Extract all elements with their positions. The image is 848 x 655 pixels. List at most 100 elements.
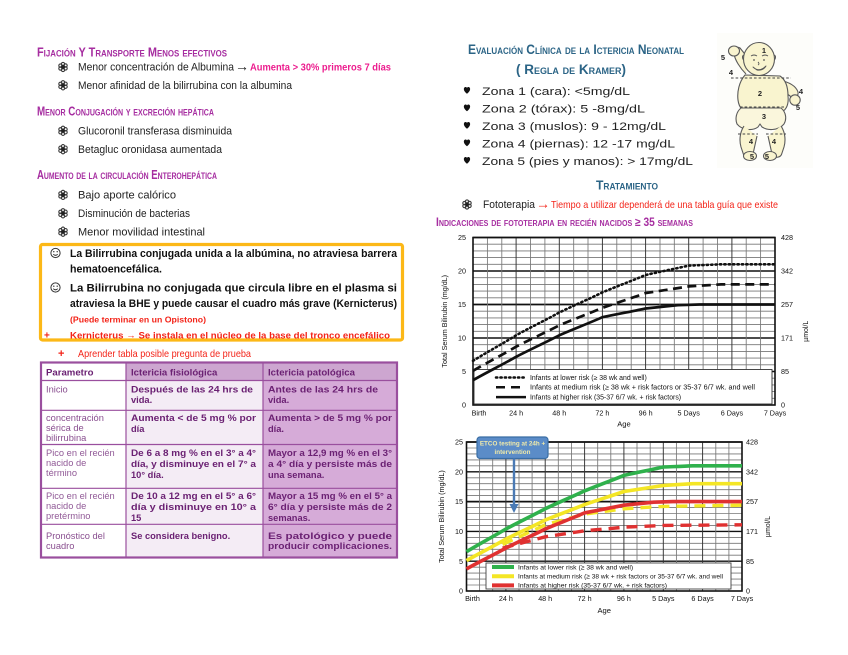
- svg-text:intervention: intervention: [494, 449, 530, 456]
- svg-text:25: 25: [455, 438, 463, 447]
- svg-text:( Regla de Kramer): ( Regla de Kramer): [516, 62, 626, 77]
- svg-text:Mayor a 12,9 mg % en el 3°: Mayor a 12,9 mg % en el 3°: [268, 448, 392, 458]
- svg-text:cuadro: cuadro: [46, 541, 74, 551]
- svg-text:Total Serum Bilirubin (mg/dL): Total Serum Bilirubin (mg/dL): [440, 275, 449, 368]
- svg-text:Kernicterus → Se instala en el: Kernicterus → Se instala en el núcleo de…: [70, 330, 390, 341]
- svg-text:15: 15: [131, 513, 141, 523]
- svg-text:72 h: 72 h: [578, 594, 592, 603]
- svg-text:24 h: 24 h: [499, 594, 513, 603]
- svg-text:ETCO testing at 24h +: ETCO testing at 24h +: [480, 441, 546, 448]
- svg-text:Aumenta < de 5 mg % por: Aumenta < de 5 mg % por: [131, 413, 256, 423]
- svg-text:171: 171: [781, 334, 793, 343]
- svg-text:Tratamiento: Tratamiento: [596, 177, 658, 192]
- svg-text:Ictericia fisiológica: Ictericia fisiológica: [131, 368, 218, 379]
- svg-text:24 h: 24 h: [509, 409, 523, 418]
- svg-text:Es patológico y puede: Es patológico y puede: [268, 531, 392, 541]
- svg-text:10° día.: 10° día.: [131, 470, 164, 480]
- svg-text:Age: Age: [617, 420, 631, 429]
- svg-text:Total Serum Bilirubin (mg/dL): Total Serum Bilirubin (mg/dL): [437, 470, 446, 563]
- svg-text:0: 0: [746, 587, 750, 596]
- svg-text:428: 428: [781, 233, 793, 242]
- svg-text:atraviesa la BHE y puede causa: atraviesa la BHE y puede causar el cuadr…: [70, 298, 397, 310]
- svg-text:342: 342: [781, 267, 793, 276]
- svg-text:una semana.: una semana.: [268, 470, 324, 480]
- svg-text:7 Days: 7 Days: [764, 409, 787, 418]
- svg-text:producir complicaciones.: producir complicaciones.: [268, 541, 392, 551]
- svg-text:Aumento de la circulación Ente: Aumento de la circulación Enterohepática: [37, 168, 217, 182]
- svg-text:vida.: vida.: [131, 395, 152, 405]
- svg-text:257: 257: [746, 497, 758, 506]
- svg-text:342: 342: [746, 467, 758, 476]
- svg-text:Zona 2 (tórax): 5 -8mg/dL: Zona 2 (tórax): 5 -8mg/dL: [482, 103, 645, 115]
- svg-text:día, y disminuye en el 7° a: día, y disminuye en el 7° a: [131, 459, 257, 469]
- svg-text:5: 5: [459, 557, 463, 566]
- svg-text:6 Days: 6 Days: [721, 409, 744, 418]
- svg-text:Infants at medium risk (≥ 38 w: Infants at medium risk (≥ 38 wk + risk f…: [518, 574, 723, 581]
- svg-text:De 10 a 12 mg en el 5° a 6°: De 10 a 12 mg en el 5° a 6°: [131, 491, 256, 501]
- svg-text:4: 4: [749, 137, 754, 146]
- svg-text:→: →: [536, 196, 550, 212]
- svg-text:5: 5: [750, 152, 754, 161]
- svg-text:25: 25: [458, 233, 466, 242]
- svg-text:Indicaciones de fototerapia en: Indicaciones de fototerapia en recién na…: [436, 217, 694, 229]
- svg-text:día y disminuye en 10° a: día y disminuye en 10° a: [131, 502, 257, 512]
- svg-text:Zona 5 (pies y manos): > 17mg/: Zona 5 (pies y manos): > 17mg/dL: [482, 156, 693, 168]
- svg-text:15: 15: [455, 497, 463, 506]
- svg-text:Infants at lower risk (≥ 38 wk: Infants at lower risk (≥ 38 wk and well): [530, 375, 647, 382]
- svg-text:Inicio: Inicio: [46, 385, 68, 395]
- svg-text:De 6 a 8 mg % en el 3° a 4°: De 6 a 8 mg % en el 3° a 4°: [131, 448, 256, 458]
- svg-text:Bajo aporte calórico: Bajo aporte calórico: [78, 190, 176, 202]
- svg-text:Antes de las 24 hrs de: Antes de las 24 hrs de: [268, 385, 378, 395]
- svg-text:4: 4: [772, 137, 777, 146]
- svg-text:Aumenta > de 5 mg % por: Aumenta > de 5 mg % por: [268, 413, 392, 423]
- svg-text:Menor concentración de Albumin: Menor concentración de Albumina: [78, 62, 235, 74]
- svg-text:257: 257: [781, 300, 793, 309]
- svg-text:concentración: concentración: [46, 413, 104, 423]
- svg-text:Infants at higher risk (35-37: Infants at higher risk (35-37 6/7 wk. + …: [530, 395, 681, 402]
- svg-text:vida.: vida.: [268, 395, 289, 405]
- svg-text:Age: Age: [597, 606, 611, 615]
- svg-text:pretérmino: pretérmino: [46, 511, 90, 521]
- svg-text:428: 428: [746, 438, 758, 447]
- svg-text:µmol/L: µmol/L: [803, 321, 810, 342]
- svg-text:171: 171: [746, 527, 758, 536]
- svg-text:sérica de: sérica de: [46, 423, 84, 433]
- svg-text:Infants at lower risk (≥ 38 wk: Infants at lower risk (≥ 38 wk and well): [518, 564, 633, 571]
- svg-text:Después de las 24 hrs de: Después de las 24 hrs de: [131, 385, 253, 395]
- svg-text:µmol/L: µmol/L: [765, 516, 772, 537]
- svg-text:→: →: [235, 58, 249, 74]
- svg-text:Aprender tabla posible pregunt: Aprender tabla posible pregunta de prueb…: [78, 348, 251, 360]
- svg-text:día.: día.: [268, 424, 284, 434]
- svg-text:semanas.: semanas.: [268, 513, 310, 523]
- svg-text:0: 0: [462, 401, 466, 410]
- svg-text:85: 85: [746, 557, 754, 566]
- svg-text:Aumenta > 30% primeros 7 días: Aumenta > 30% primeros 7 días: [250, 62, 391, 74]
- svg-text:1: 1: [762, 46, 766, 55]
- svg-text:Zona 1 (cara): <5mg/dL: Zona 1 (cara): <5mg/dL: [482, 86, 630, 98]
- svg-text:20: 20: [455, 467, 463, 476]
- svg-text:término: término: [46, 468, 77, 478]
- svg-text:Parametro: Parametro: [46, 368, 94, 379]
- svg-text:5: 5: [765, 152, 769, 161]
- svg-text:10: 10: [458, 334, 466, 343]
- svg-text:Mayor a 15 mg % en el 5° a: Mayor a 15 mg % en el 5° a: [268, 491, 393, 501]
- svg-text:hematoencefálica.: hematoencefálica.: [70, 264, 162, 276]
- svg-text:6° día y persiste más de 2: 6° día y persiste más de 2: [268, 502, 392, 512]
- svg-text:Evaluación Clínica de la Icter: Evaluación Clínica de la Ictericia Neona…: [468, 42, 684, 57]
- svg-text:7 Days: 7 Days: [731, 594, 754, 603]
- svg-text:Zona 3 (muslos): 9 - 12mg/dL: Zona 3 (muslos): 9 - 12mg/dL: [482, 121, 666, 133]
- svg-text:Menor movilidad intestinal: Menor movilidad intestinal: [78, 227, 205, 239]
- svg-text:La Bilirrubina conjugada unida: La Bilirrubina conjugada unida a la albú…: [70, 248, 398, 260]
- svg-text:48 h: 48 h: [538, 594, 552, 603]
- svg-text:Zona 4 (piernas): 12 -17 mg/dL: Zona 4 (piernas): 12 -17 mg/dL: [482, 138, 675, 150]
- svg-text:Fototerapia: Fototerapia: [483, 199, 536, 211]
- svg-text:bilirrubina: bilirrubina: [46, 433, 87, 443]
- svg-text:5 Days: 5 Days: [678, 409, 701, 418]
- svg-text:4: 4: [729, 68, 734, 77]
- svg-text:Pico en el recién: Pico en el recién: [46, 491, 115, 501]
- svg-text:+: +: [58, 348, 64, 360]
- svg-text:día: día: [131, 424, 145, 434]
- svg-text:(Puede terminar en un Opistono: (Puede terminar en un Opistono): [70, 314, 206, 324]
- svg-text:Pronóstico del: Pronóstico del: [46, 531, 105, 541]
- svg-text:nacido de: nacido de: [46, 458, 86, 468]
